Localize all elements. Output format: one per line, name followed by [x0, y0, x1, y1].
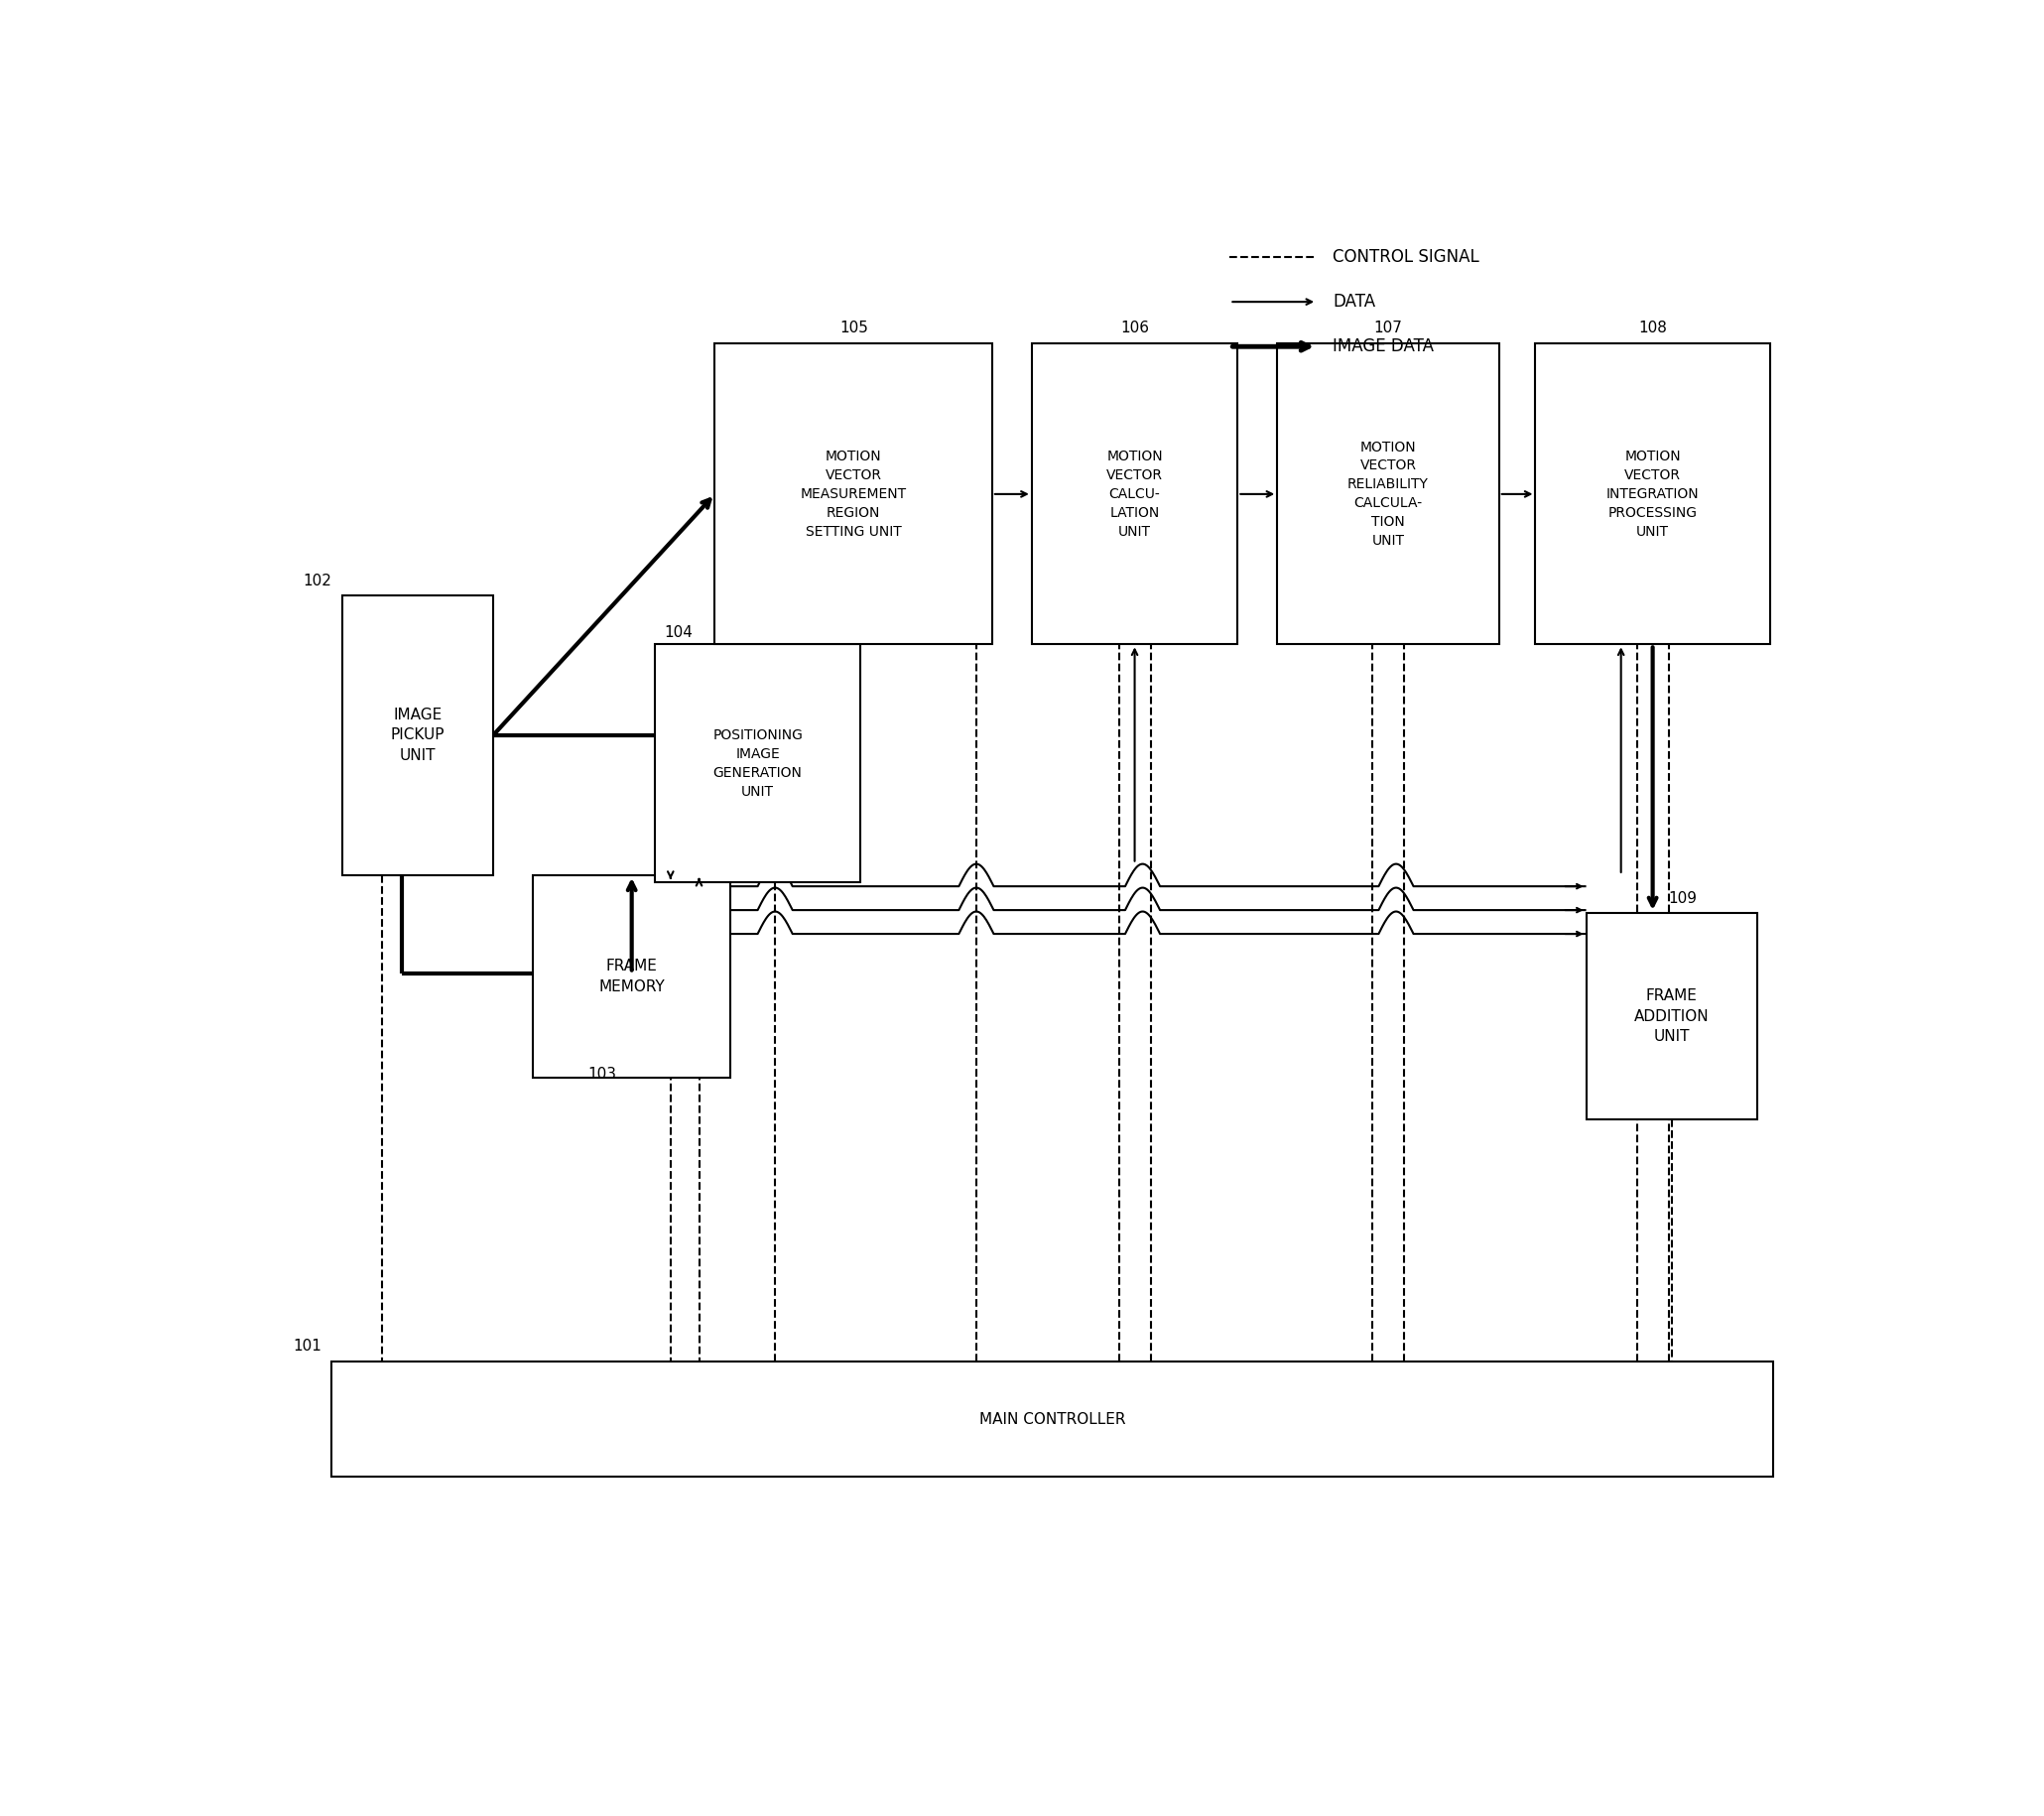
FancyBboxPatch shape: [343, 596, 493, 875]
Text: POSITIONING
IMAGE
GENERATION
UNIT: POSITIONING IMAGE GENERATION UNIT: [713, 728, 803, 799]
Text: IMAGE DATA: IMAGE DATA: [1333, 338, 1435, 356]
FancyBboxPatch shape: [1278, 343, 1498, 645]
Text: FRAME
ADDITION
UNIT: FRAME ADDITION UNIT: [1633, 988, 1709, 1044]
FancyBboxPatch shape: [533, 875, 732, 1079]
Text: 106: 106: [1120, 320, 1149, 336]
FancyBboxPatch shape: [654, 645, 861, 883]
Text: 101: 101: [294, 1338, 323, 1353]
Text: 104: 104: [664, 625, 693, 641]
Text: DATA: DATA: [1333, 292, 1376, 311]
FancyBboxPatch shape: [1032, 343, 1237, 645]
Text: MOTION
VECTOR
CALCU-
LATION
UNIT: MOTION VECTOR CALCU- LATION UNIT: [1106, 450, 1163, 539]
Text: 109: 109: [1668, 892, 1697, 906]
Text: CONTROL SIGNAL: CONTROL SIGNAL: [1333, 249, 1480, 265]
Text: FRAME
MEMORY: FRAME MEMORY: [599, 959, 664, 993]
Text: 108: 108: [1639, 320, 1668, 336]
Text: 107: 107: [1374, 320, 1402, 336]
Text: 103: 103: [589, 1068, 617, 1082]
Text: MOTION
VECTOR
INTEGRATION
PROCESSING
UNIT: MOTION VECTOR INTEGRATION PROCESSING UNI…: [1607, 450, 1699, 539]
FancyBboxPatch shape: [331, 1362, 1772, 1476]
Text: MOTION
VECTOR
RELIABILITY
CALCULA-
TION
UNIT: MOTION VECTOR RELIABILITY CALCULA- TION …: [1347, 439, 1429, 548]
FancyBboxPatch shape: [1535, 343, 1770, 645]
Text: 102: 102: [303, 574, 331, 588]
FancyBboxPatch shape: [1586, 913, 1758, 1120]
Text: MAIN CONTROLLER: MAIN CONTROLLER: [979, 1411, 1126, 1427]
Text: 105: 105: [840, 320, 869, 336]
Text: IMAGE
PICKUP
UNIT: IMAGE PICKUP UNIT: [390, 708, 446, 763]
FancyBboxPatch shape: [715, 343, 991, 645]
Text: MOTION
VECTOR
MEASUREMENT
REGION
SETTING UNIT: MOTION VECTOR MEASUREMENT REGION SETTING…: [801, 450, 908, 539]
